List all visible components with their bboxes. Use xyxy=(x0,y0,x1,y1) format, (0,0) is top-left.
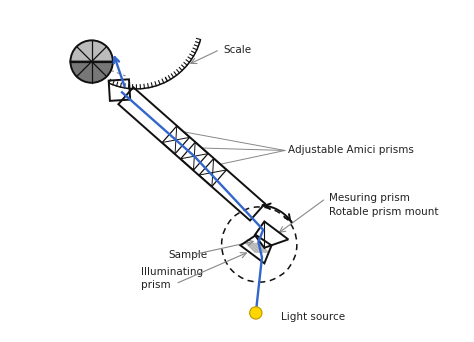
Wedge shape xyxy=(71,62,113,83)
Text: Adjustable Amici prisms: Adjustable Amici prisms xyxy=(288,145,414,156)
Text: Scale: Scale xyxy=(223,44,251,55)
Text: Light source: Light source xyxy=(282,312,346,323)
Text: Sample: Sample xyxy=(169,250,208,260)
Circle shape xyxy=(250,307,262,319)
Text: Illuminating
prism: Illuminating prism xyxy=(141,267,203,290)
Text: Rotable prism mount: Rotable prism mount xyxy=(329,207,439,217)
Text: Mesuring prism: Mesuring prism xyxy=(329,193,410,203)
Wedge shape xyxy=(71,40,113,62)
